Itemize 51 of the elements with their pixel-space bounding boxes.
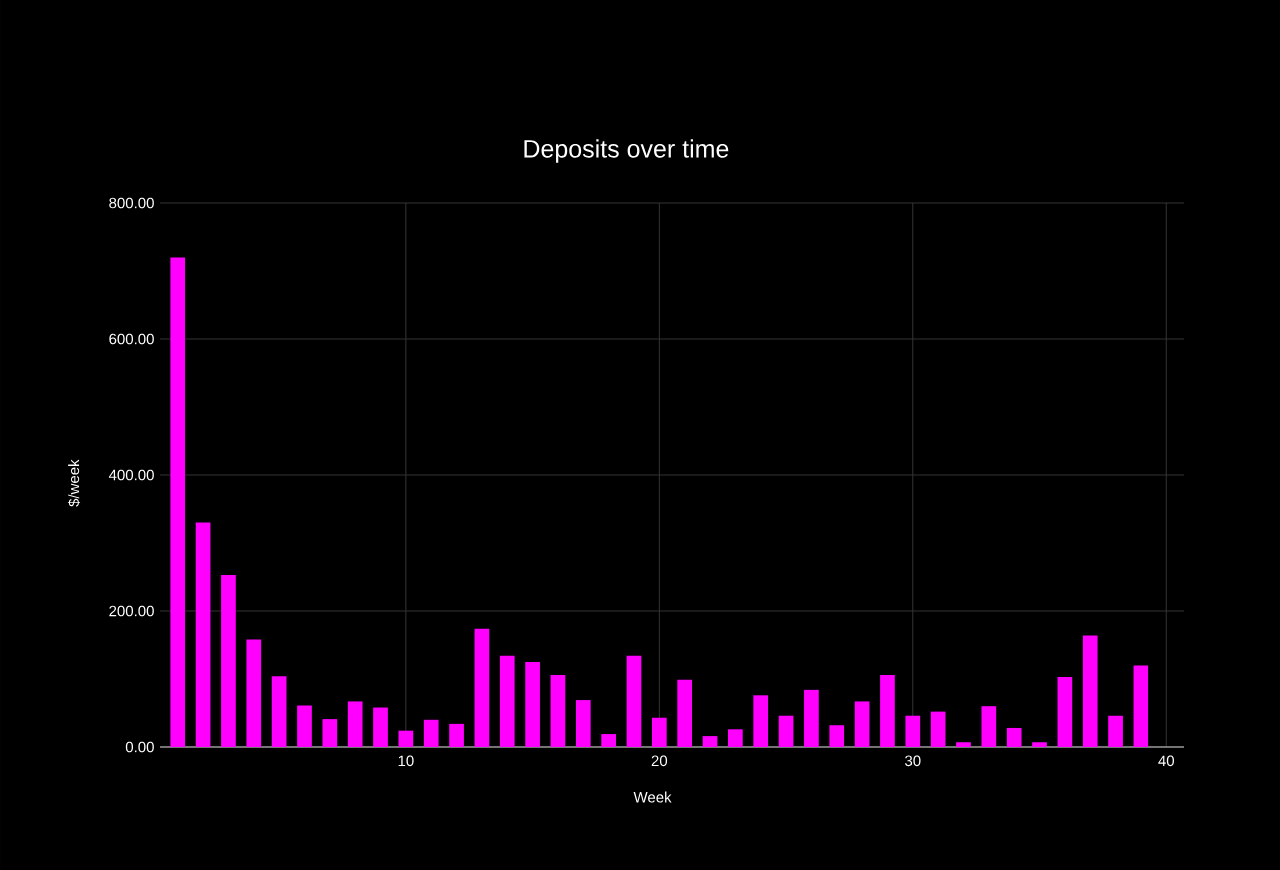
bar — [373, 707, 388, 747]
bar — [246, 639, 262, 747]
bar — [1006, 727, 1022, 747]
bar — [829, 725, 845, 747]
bar — [905, 715, 921, 747]
y-tick-label: 200.00 — [109, 605, 154, 617]
bar — [423, 719, 439, 747]
bar — [1133, 665, 1149, 747]
bar — [601, 734, 616, 747]
bar — [1082, 635, 1098, 747]
bar — [1108, 715, 1123, 747]
x-axis-title: Week — [633, 791, 672, 803]
bar — [854, 701, 870, 747]
bar — [626, 655, 642, 747]
x-tick-label: 30 — [905, 755, 921, 767]
bar — [449, 723, 464, 747]
bar — [956, 742, 971, 747]
bar — [398, 730, 414, 747]
bar — [474, 628, 490, 747]
bar — [297, 705, 312, 747]
y-tick-label: 600.00 — [109, 333, 154, 345]
bar — [804, 689, 819, 747]
bar — [221, 574, 236, 747]
bar — [195, 522, 211, 747]
bar — [525, 661, 540, 747]
bar — [1032, 742, 1047, 747]
bar — [981, 706, 997, 747]
y-tick-label: 400.00 — [108, 469, 154, 481]
x-tick-label: 10 — [398, 755, 414, 767]
bar — [347, 701, 363, 747]
bar — [728, 729, 743, 747]
bar — [930, 711, 946, 747]
bar — [1057, 676, 1073, 747]
y-axis-title: $/week — [67, 459, 81, 507]
bar — [170, 257, 186, 747]
bar — [651, 717, 667, 747]
x-tick-label: 20 — [651, 755, 668, 767]
bar — [677, 679, 693, 747]
chart-title: Deposits over time — [524, 139, 729, 163]
bar — [880, 674, 895, 747]
bar — [550, 674, 566, 747]
bar — [575, 700, 591, 747]
bar — [778, 715, 794, 747]
y-tick-label: 0.00 — [125, 741, 154, 753]
x-tick-label: 40 — [1158, 755, 1174, 767]
bar — [499, 655, 515, 747]
bar — [271, 676, 287, 747]
bar — [322, 719, 338, 747]
bar — [753, 695, 769, 747]
y-tick-label: 800.00 — [109, 197, 154, 209]
bar — [702, 736, 718, 747]
